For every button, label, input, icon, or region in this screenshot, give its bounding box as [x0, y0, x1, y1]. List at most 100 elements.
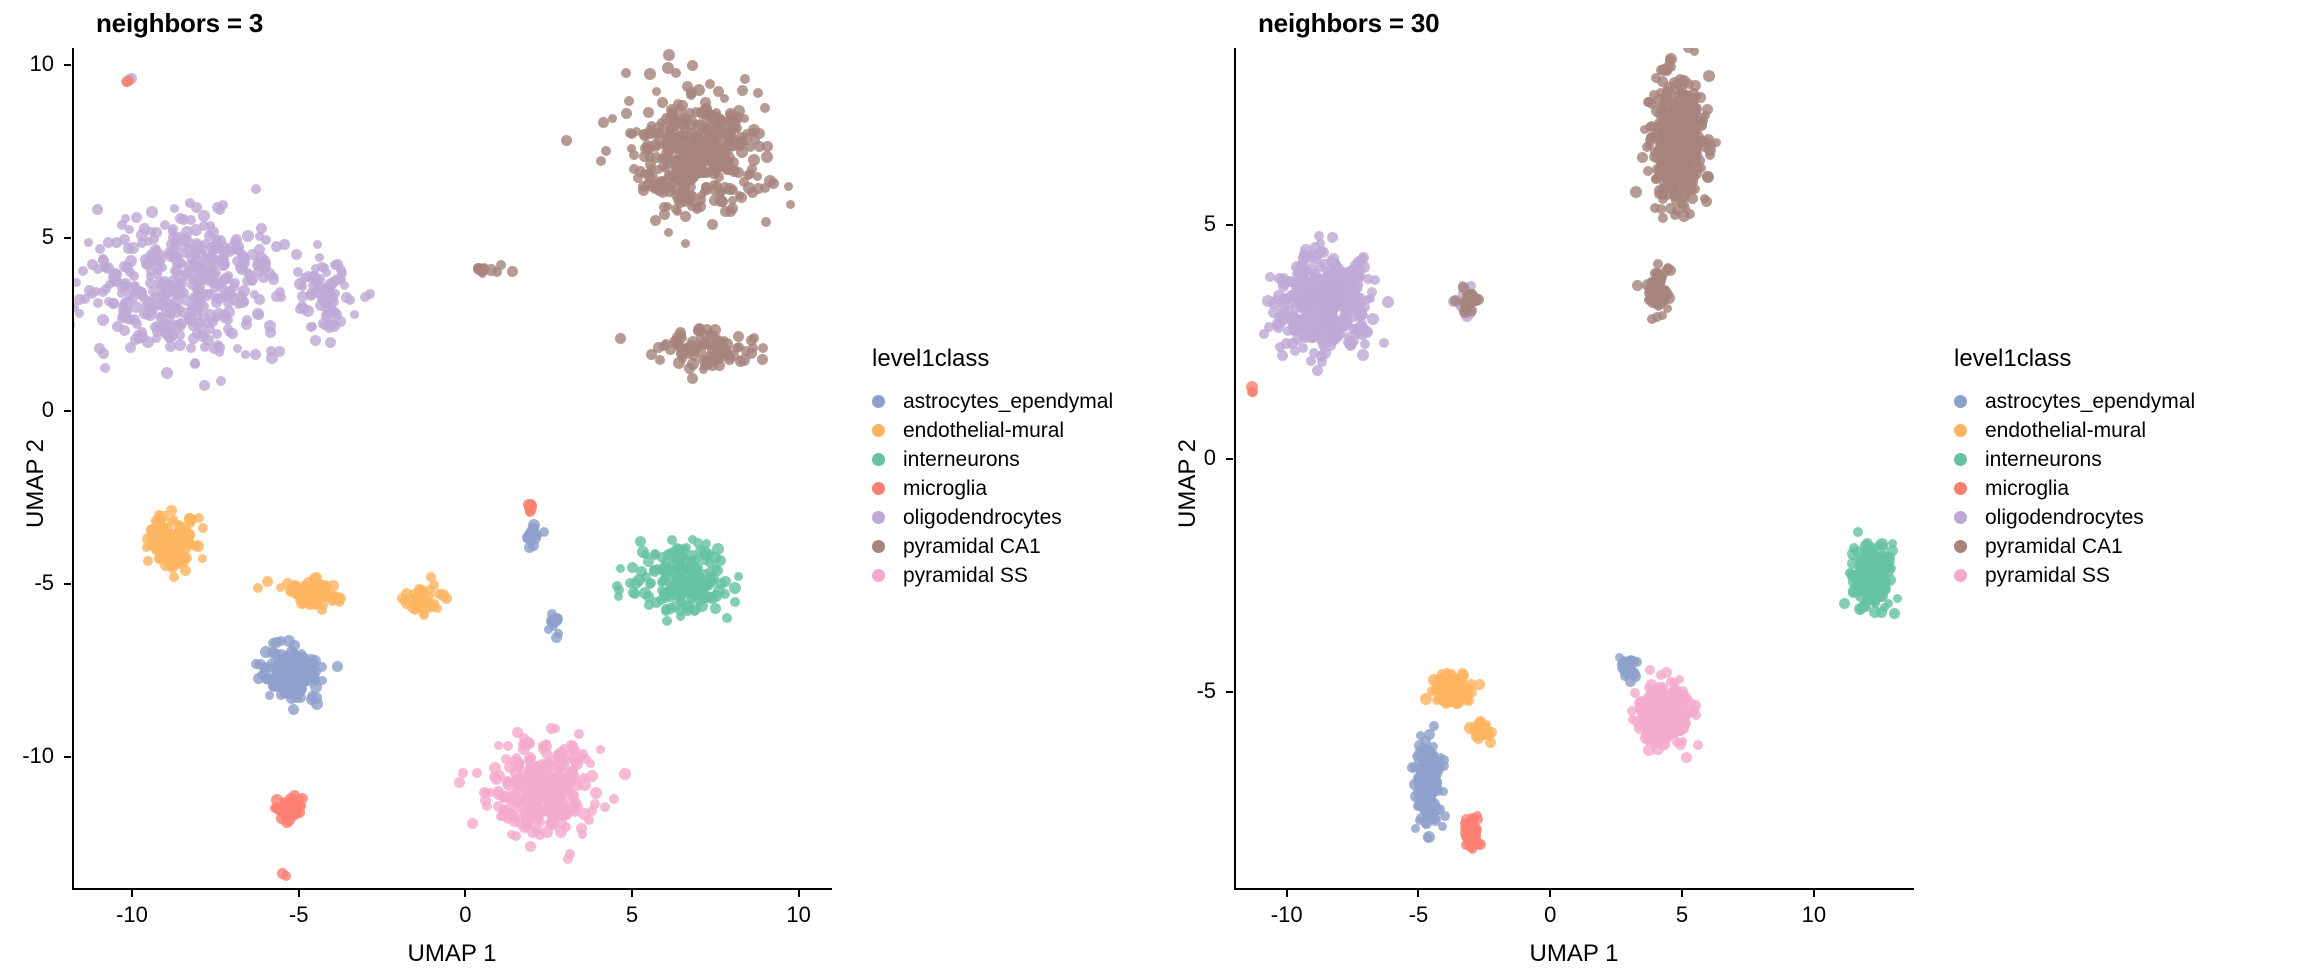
scatter-point	[655, 354, 666, 365]
y-tick-mark	[1226, 457, 1233, 460]
scatter-point	[164, 249, 177, 262]
x-tick-mark	[131, 890, 133, 897]
scatter-point	[165, 332, 177, 344]
x-tick-mark	[1549, 890, 1552, 897]
scatter-point	[1693, 740, 1704, 751]
scatter-point	[231, 255, 242, 266]
scatter-point	[700, 330, 711, 340]
scatter-point	[217, 241, 229, 253]
scatter-point	[1667, 168, 1677, 178]
legend-left: level1class astrocytes_ependymal endothel…	[872, 345, 1113, 590]
scatter-point	[277, 292, 287, 302]
scatter-point	[733, 341, 744, 352]
scatter-point	[650, 139, 661, 151]
legend-item[interactable]: interneurons	[1954, 445, 2195, 474]
scatter-point	[215, 376, 226, 386]
scatter-point	[678, 178, 690, 190]
scatter-point	[719, 576, 731, 588]
scatter-point	[77, 266, 88, 277]
scatter-point	[97, 254, 109, 266]
scatter-point	[741, 346, 752, 357]
scatter-point	[625, 577, 636, 588]
legend-item[interactable]: microglia	[872, 474, 1113, 503]
scatter-point	[182, 242, 193, 253]
scatter-point	[205, 265, 216, 276]
scatter-point	[202, 273, 215, 286]
scatter-point	[126, 314, 137, 325]
scatter-point	[1356, 349, 1369, 362]
legend-item[interactable]: pyramidal CA1	[872, 532, 1113, 561]
scatter-point	[161, 288, 172, 299]
legend-item[interactable]: astrocytes_ependymal	[1954, 387, 2195, 416]
scatter-point	[698, 355, 709, 366]
scatter-point	[192, 238, 203, 249]
scatter-point	[1267, 307, 1279, 319]
scatter-point	[164, 535, 176, 547]
legend-item-label: interneurons	[903, 447, 1020, 471]
scatter-point	[542, 767, 552, 777]
scatter-point	[1690, 710, 1701, 721]
scatter-point	[275, 677, 285, 687]
legend-item[interactable]: astrocytes_ependymal	[872, 387, 1113, 416]
scatter-point	[226, 288, 236, 298]
legend-item[interactable]: endothelial-mural	[872, 416, 1113, 445]
scatter-point	[1701, 171, 1713, 183]
scatter-point	[729, 116, 741, 128]
scatter-point	[1702, 103, 1714, 115]
scatter-point	[702, 339, 712, 349]
scatter-point	[183, 528, 195, 540]
scatter-point	[1277, 350, 1289, 362]
scatter-point	[119, 324, 131, 336]
scatter-point	[639, 586, 652, 599]
scatter-point	[646, 348, 658, 360]
scatter-point	[687, 155, 698, 166]
scatter-point	[311, 264, 321, 274]
scatter-point	[734, 132, 746, 144]
legend-item[interactable]: pyramidal SS	[872, 561, 1113, 590]
scatter-point	[650, 596, 662, 608]
scatter-point	[703, 133, 715, 145]
scatter-point	[264, 326, 276, 338]
scatter-point	[740, 73, 751, 84]
scatter-point	[625, 127, 636, 138]
scatter-point	[761, 140, 773, 152]
x-tick-label: -10	[116, 902, 148, 927]
legend-item[interactable]: pyramidal SS	[1954, 561, 2195, 590]
scatter-point	[250, 348, 262, 360]
legend-key-dot-icon	[872, 424, 885, 437]
scatter-point	[105, 279, 115, 289]
scatter-point	[717, 116, 729, 128]
scatter-point	[124, 342, 136, 354]
facet-panel-neighbors-30: neighbors = 30 -10 -5 0 5 10 -5 0 5 UMAP 1 UMAP…	[1152, 0, 2304, 967]
scatter-point	[288, 703, 299, 715]
legend-item[interactable]: endothelial-mural	[1954, 416, 2195, 445]
scatter-point	[675, 612, 685, 621]
scatter-point	[1679, 164, 1689, 174]
scatter-point	[339, 281, 349, 291]
scatter-point	[214, 342, 226, 354]
scatter-point	[685, 169, 697, 181]
legend-item[interactable]: interneurons	[872, 445, 1113, 474]
scatter-point	[678, 353, 688, 363]
scatter-point	[658, 208, 670, 220]
legend-item[interactable]: oligodendrocytes	[1954, 503, 2195, 532]
scatter-point	[674, 141, 685, 152]
legend-item[interactable]: pyramidal CA1	[1954, 532, 2195, 561]
scatter-point	[675, 168, 686, 179]
scatter-point	[496, 260, 507, 271]
scatter-point	[688, 534, 698, 544]
scatter-point	[240, 349, 250, 359]
legend-title-left: level1class	[872, 345, 990, 372]
scatter-point	[185, 343, 196, 354]
legend-key-dot-icon	[1954, 569, 1967, 582]
scatter-point	[661, 148, 672, 160]
scatter-point	[695, 200, 707, 212]
scatter-point	[1379, 338, 1390, 349]
scatter-point	[1839, 597, 1851, 609]
scatter-point	[138, 293, 149, 304]
scatter-point	[199, 221, 210, 232]
scatter-point	[146, 227, 156, 237]
legend-item[interactable]: microglia	[1954, 474, 2195, 503]
scatter-point	[94, 244, 105, 255]
legend-item[interactable]: oligodendrocytes	[872, 503, 1113, 532]
